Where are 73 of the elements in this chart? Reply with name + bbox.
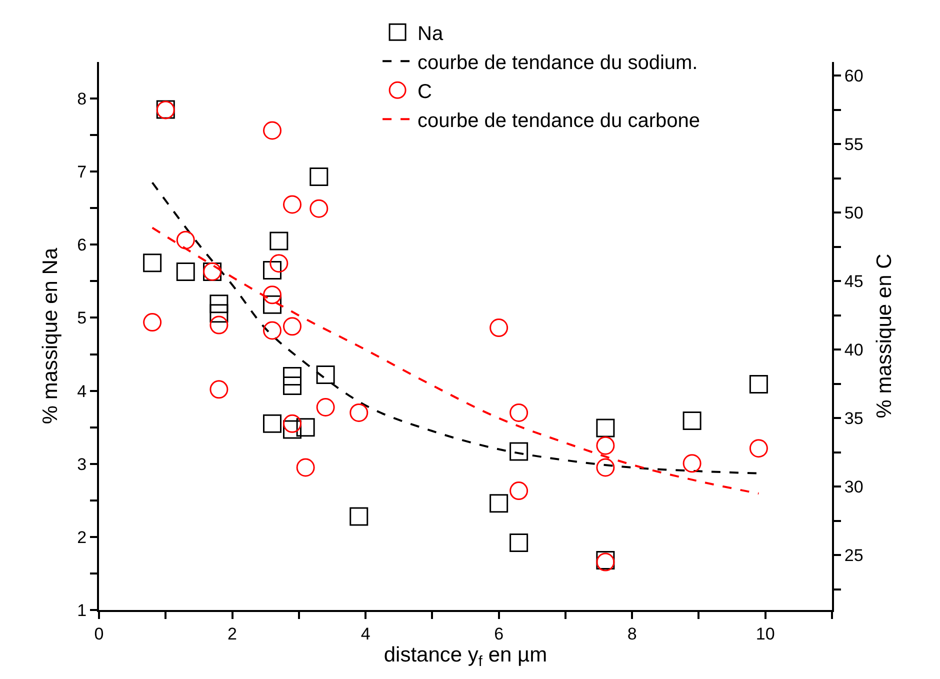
line-series bbox=[151, 226, 760, 495]
point bbox=[316, 365, 335, 384]
point bbox=[682, 454, 702, 473]
point bbox=[283, 414, 302, 433]
point bbox=[210, 294, 228, 314]
y2-tick-label: 35 bbox=[844, 409, 864, 428]
x-axis-title: distance y$_{f}$ en µm bbox=[384, 643, 548, 670]
y-tick-label: 1 bbox=[77, 600, 87, 620]
point bbox=[296, 458, 315, 477]
x-tick-label: 6 bbox=[494, 624, 504, 644]
point bbox=[283, 317, 302, 336]
point bbox=[310, 199, 328, 218]
point bbox=[270, 232, 288, 250]
y-tick-label: 2 bbox=[77, 528, 87, 547]
point bbox=[283, 376, 302, 395]
point bbox=[270, 254, 288, 273]
point bbox=[310, 167, 328, 186]
point bbox=[510, 482, 528, 500]
point bbox=[596, 436, 615, 455]
point bbox=[682, 412, 702, 430]
point bbox=[596, 418, 615, 438]
point bbox=[350, 403, 368, 422]
point bbox=[510, 442, 528, 461]
y-axis-title: % massique en Na bbox=[38, 248, 62, 424]
y2-tick-label: 60 bbox=[844, 66, 864, 86]
point bbox=[510, 403, 528, 422]
y2-tick-label: 30 bbox=[844, 478, 864, 497]
point bbox=[490, 318, 508, 338]
y-tick-label: 5 bbox=[77, 308, 87, 328]
point bbox=[263, 414, 282, 433]
y-tick-label: 4 bbox=[77, 382, 87, 401]
x-tick-label: 0 bbox=[94, 624, 104, 644]
point bbox=[350, 507, 368, 526]
point bbox=[176, 262, 195, 281]
y-tick-label: 3 bbox=[77, 454, 87, 474]
point bbox=[510, 534, 528, 552]
point bbox=[263, 260, 282, 280]
point bbox=[263, 121, 282, 140]
x-tick-label: 2 bbox=[228, 624, 238, 644]
point bbox=[263, 295, 282, 314]
y2-axis-title: % massique en C bbox=[873, 254, 896, 418]
point bbox=[283, 420, 302, 439]
point bbox=[210, 380, 228, 399]
point bbox=[749, 439, 768, 458]
point bbox=[749, 374, 768, 394]
legend-label: C bbox=[418, 80, 432, 103]
x-tick-label: 8 bbox=[627, 624, 637, 644]
y2-tick-label: 25 bbox=[844, 546, 864, 566]
y-tick-label: 7 bbox=[77, 162, 87, 182]
point bbox=[490, 494, 508, 513]
point bbox=[296, 418, 315, 437]
point bbox=[143, 313, 162, 332]
y2-tick-label: 55 bbox=[844, 135, 864, 154]
legend-label: courbe de tendance du sodium. bbox=[418, 52, 698, 74]
point bbox=[596, 458, 615, 477]
point bbox=[283, 195, 302, 214]
legend-label: Na bbox=[418, 22, 444, 45]
y-tick-label: 8 bbox=[77, 89, 87, 108]
y2-tick-label: 45 bbox=[844, 272, 864, 292]
point bbox=[263, 286, 282, 304]
point bbox=[316, 398, 335, 416]
legend-label: courbe de tendance du carbone bbox=[418, 110, 700, 132]
point bbox=[283, 366, 302, 386]
y-tick-label: 6 bbox=[77, 236, 87, 255]
point bbox=[210, 316, 228, 334]
y2-tick-label: 40 bbox=[844, 340, 864, 360]
point bbox=[176, 230, 195, 250]
point bbox=[143, 254, 162, 272]
x-tick-label: 10 bbox=[756, 624, 775, 644]
point bbox=[263, 321, 282, 340]
x-tick-label: 4 bbox=[360, 624, 370, 644]
point bbox=[210, 304, 228, 323]
y2-tick-label: 50 bbox=[844, 204, 864, 223]
